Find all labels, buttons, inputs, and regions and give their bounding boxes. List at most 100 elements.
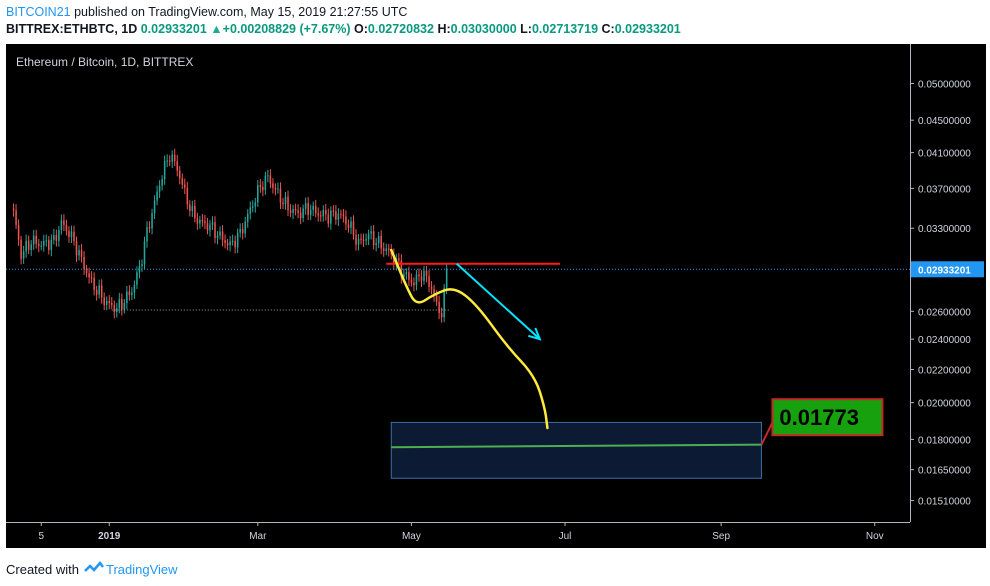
candle-body — [196, 218, 199, 224]
candle-body — [22, 251, 25, 259]
price-tick-label: 0.02000000 — [918, 399, 971, 410]
low-value: 0.02713719 — [531, 22, 599, 36]
candle-body — [75, 241, 78, 256]
candle-body — [231, 240, 234, 242]
candle-body — [146, 227, 148, 242]
candles-layer — [12, 148, 448, 323]
candle-body — [246, 213, 249, 222]
tradingview-brand-link[interactable]: TradingView — [106, 562, 178, 577]
time-tick-label: Jul — [559, 531, 572, 542]
candle-body — [438, 301, 440, 314]
candle-body — [269, 175, 272, 184]
candle-body — [90, 277, 93, 279]
candle-body — [55, 235, 58, 241]
candle-body — [372, 231, 375, 246]
candle-body — [98, 285, 100, 295]
candle-body — [116, 308, 118, 313]
candle-body — [365, 239, 367, 241]
candle-body — [367, 233, 370, 240]
candle-body — [279, 188, 282, 203]
candle-body — [267, 175, 269, 177]
price-tick-label: 0.02200000 — [918, 365, 971, 376]
down-arrow-head — [528, 327, 542, 341]
candle-body — [166, 160, 168, 162]
down-arrow-line — [456, 263, 541, 340]
candle-body — [251, 206, 254, 208]
candle-body — [307, 203, 309, 215]
price-tick-label: 0.02400000 — [918, 335, 971, 346]
open-label: O: — [354, 22, 368, 36]
candle-body — [80, 250, 83, 257]
candle-body — [108, 301, 111, 303]
footer: Created with TradingView — [0, 552, 990, 586]
candle-body — [138, 266, 141, 273]
open-value: 0.02720832 — [367, 22, 434, 36]
candle-body — [216, 235, 219, 239]
candle-body — [95, 289, 98, 295]
candle-body — [171, 154, 173, 162]
candle-body — [186, 187, 189, 205]
candle-body — [370, 231, 372, 234]
close-value: 0.02933201 — [614, 22, 681, 36]
candle-body — [158, 185, 161, 192]
candle-body — [405, 272, 408, 275]
candle-body — [156, 191, 158, 201]
author-link[interactable]: BITCOIN21 — [6, 5, 71, 19]
candle-body — [375, 243, 377, 246]
tradingview-logo-icon[interactable] — [84, 558, 104, 578]
candle-body — [274, 187, 277, 190]
candle-body — [15, 210, 17, 225]
target-callout-box — [771, 398, 884, 437]
candle-body — [37, 243, 40, 246]
time-tick-label: Nov — [866, 531, 884, 542]
candle-body — [45, 240, 48, 242]
candle-body — [287, 196, 289, 211]
candle-body — [103, 297, 105, 305]
time-tick-label: 5 — [38, 531, 44, 542]
publish-line: BITCOIN21 published on TradingView.com, … — [6, 5, 407, 19]
candle-body — [435, 295, 438, 302]
candle-body — [332, 210, 335, 212]
candle-body — [181, 178, 184, 185]
price-tick-label: 0.01800000 — [918, 435, 971, 446]
candle-body — [312, 205, 314, 210]
projection-path — [390, 248, 549, 430]
candle-body — [360, 238, 362, 240]
candle-body — [398, 258, 400, 261]
levels-layer — [6, 262, 910, 311]
candle-body — [385, 248, 388, 251]
candle-body — [229, 241, 231, 246]
candle-body — [282, 202, 284, 205]
candle-body — [194, 206, 196, 219]
candle-body — [204, 221, 206, 223]
candle-body — [163, 161, 166, 180]
candle-body — [393, 254, 395, 265]
price-tick-label: 0.04500000 — [918, 116, 971, 127]
candle-body — [178, 170, 181, 179]
candle-body — [302, 208, 304, 219]
chart-svg[interactable]: 0.05000000 0.04500000 0.04100000 0.03700000… — [6, 44, 986, 548]
candle-body — [136, 272, 138, 285]
candle-body — [50, 239, 53, 250]
candle-body — [327, 214, 330, 224]
candle-body — [249, 207, 252, 214]
chart-area[interactable]: 0.05000000 0.04500000 0.04100000 0.03700000… — [6, 44, 986, 548]
candle-body — [335, 211, 337, 220]
candle-body — [209, 224, 211, 231]
time-tick-label: Sep — [712, 531, 730, 542]
candle-body — [257, 185, 259, 203]
candle-body — [176, 161, 179, 171]
price-tick-label: 0.02600000 — [918, 307, 971, 318]
target-line — [391, 443, 762, 449]
target-zone-box — [390, 421, 762, 479]
candle-body — [330, 210, 332, 224]
candle-body — [413, 282, 415, 286]
candle-body — [184, 184, 186, 188]
last-price-label: 0.02933201 — [918, 265, 971, 276]
candle-body — [325, 210, 327, 215]
candle-body — [224, 240, 226, 243]
change-value: +0.00208829 (+7.67%) — [222, 22, 351, 36]
candle-body — [239, 229, 241, 233]
candle-body — [27, 240, 30, 250]
candle-body — [322, 210, 325, 217]
